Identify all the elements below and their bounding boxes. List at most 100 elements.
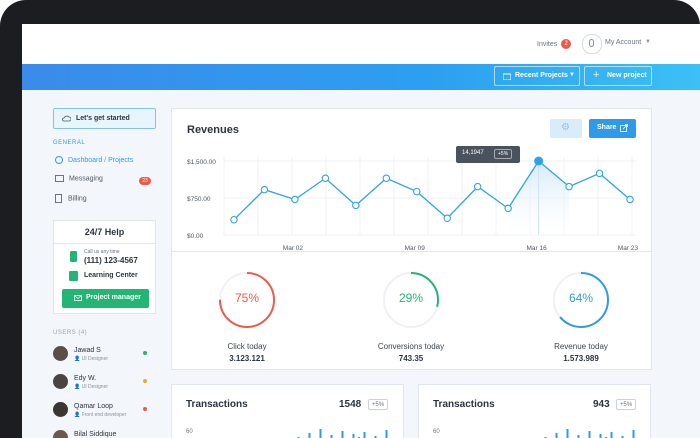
project-manager-button[interactable]: Project manager [62, 289, 149, 308]
my-account-label[interactable]: My Account [605, 39, 642, 46]
revenues-chart: $1,500.00 $750.00 $0.00 Mar 02 Mar 09 Mar 16 M… [187, 156, 639, 252]
transactions-bar-chart [297, 429, 388, 438]
get-started-button[interactable]: Let's get started [53, 108, 156, 129]
mail-icon [74, 295, 82, 301]
project-manager-label: Project manager [86, 294, 141, 301]
transactions-card: Transactions 1548 +5% 60 [171, 384, 404, 438]
bar [308, 433, 311, 438]
learning-center-link[interactable]: Learning Center [84, 272, 138, 279]
data-point [595, 169, 604, 178]
sidebar-item-label: Dashboard / Projects [68, 156, 134, 164]
data-point [382, 174, 391, 183]
revenues-title: Revenues [187, 124, 239, 136]
user-role: 👤 UI Designer [74, 356, 108, 362]
revenue-ring [553, 272, 609, 328]
change-badge: +5% [616, 399, 636, 410]
data-point [352, 201, 360, 210]
bar [566, 429, 569, 438]
change-badge: +5% [368, 399, 388, 410]
user-role-text: Front end developer [81, 412, 127, 418]
avatar [53, 402, 68, 417]
bar [599, 434, 602, 438]
data-point [321, 174, 330, 183]
transactions-title: Transactions [186, 399, 248, 410]
x-tick-label: Mar 02 [283, 245, 304, 252]
phone-icon [70, 251, 77, 262]
avatar [53, 374, 68, 389]
share-button[interactable]: Share [589, 119, 636, 138]
chevron-down-icon[interactable]: ▼ [645, 39, 651, 45]
settings-button[interactable]: ⚙ [550, 119, 582, 138]
transactions-count: 1548 [339, 399, 362, 410]
call-us-text: Call us any time [84, 249, 120, 255]
new-project-button[interactable]: + New project [584, 66, 652, 86]
data-point [260, 185, 269, 194]
recent-projects-label: Recent Projects [515, 72, 568, 79]
x-tick-label: Mar 16 [526, 245, 547, 252]
data-point [230, 215, 238, 224]
messaging-count-badge: 23 [139, 177, 151, 185]
data-point [413, 187, 421, 196]
user-list-item[interactable]: Jawad S 👤 UI Designer [53, 346, 163, 368]
stat-value: 743.35 [398, 354, 424, 363]
user-icon: 👤 [74, 356, 81, 362]
bar [363, 432, 366, 438]
stat-conversions-today: 29% Conversions today 743.35 [346, 272, 476, 379]
user-name: Edy W. [74, 375, 97, 382]
status-dot [143, 379, 147, 383]
x-tick-label: Mar 09 [405, 245, 426, 252]
stat-label: Conversions today [377, 342, 445, 351]
account-avatar[interactable] [582, 34, 602, 54]
data-point [504, 204, 512, 213]
gear-icon: ⚙ [561, 122, 570, 133]
user-role-text: UI Designer [81, 384, 109, 390]
plus-icon: + [593, 69, 600, 81]
stat-revenue-today: 64% Revenue today 1.573.989 [516, 272, 646, 379]
x-tick-label: Mar 23 [618, 245, 639, 252]
sidebar-item-dashboard[interactable]: Dashboard / Projects [55, 156, 133, 164]
stat-value: 3.123.121 [229, 354, 265, 363]
status-dot [143, 351, 147, 355]
help-title: 24/7 Help [84, 227, 125, 237]
data-point [565, 182, 573, 191]
sidebar-item-billing[interactable]: Billing [55, 194, 87, 203]
sidebar-item-label: Messaging [69, 175, 103, 183]
bar [319, 429, 322, 438]
microphone-icon [589, 39, 594, 47]
y-tick-label: $1,500.00 [187, 159, 216, 166]
click-today-ring [219, 272, 275, 328]
y-tick-label: $0.00 [187, 233, 204, 240]
user-list-item[interactable]: Edy W. 👤 UI Designer [53, 374, 163, 396]
bar [588, 431, 591, 438]
new-project-label: New project [607, 72, 647, 79]
sidebar-item-messaging[interactable]: Messaging [55, 175, 103, 182]
get-started-label: Let's get started [76, 115, 130, 122]
stat-percent: 64% [568, 291, 594, 305]
recent-projects-button[interactable]: Recent Projects ▼ [494, 66, 580, 86]
stat-value: 1.573.989 [563, 354, 599, 363]
bar [341, 431, 344, 438]
top-bar: Invites 2 My Account ▼ [22, 24, 700, 64]
chevron-down-icon: ▼ [569, 72, 575, 78]
user-role: 👤 UI Designer [74, 384, 108, 390]
avatar [53, 430, 68, 438]
divider [54, 243, 155, 244]
bar [352, 434, 355, 438]
stat-click-today: 75% Click today 3.123.121 [182, 272, 312, 379]
data-point [291, 195, 299, 204]
invites-link[interactable]: Invites 2 [537, 39, 572, 49]
series-line [233, 160, 631, 221]
bar [577, 435, 580, 438]
message-icon [55, 175, 64, 182]
conversions-ring [383, 272, 439, 328]
users-section-label: USERS (4) [53, 330, 88, 336]
user-role: 👤 Front end developer [74, 412, 126, 418]
user-list-item[interactable]: Qamar Loop 👤 Front end developer [53, 402, 163, 424]
user-name: Qamar Loop [74, 403, 113, 410]
user-list-item[interactable]: Bilal Siddique [53, 430, 163, 438]
bar [330, 435, 333, 438]
dashboard-icon [55, 156, 63, 164]
help-phone-number[interactable]: (111) 123-4567 [84, 256, 138, 265]
divider [172, 251, 651, 252]
bar [374, 436, 377, 438]
